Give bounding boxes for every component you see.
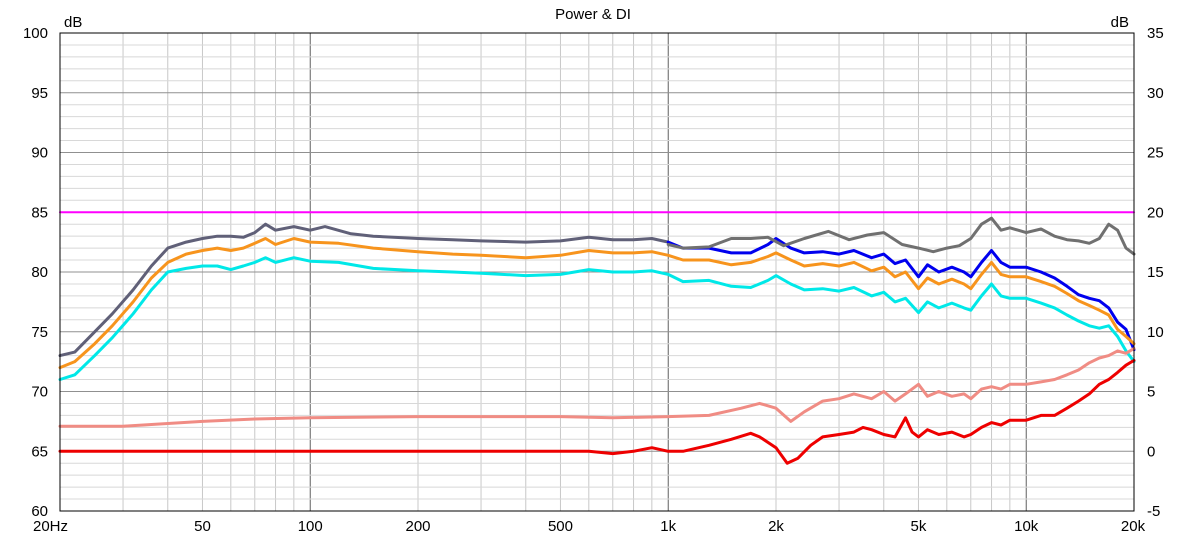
y-tick-right-5: 5	[1147, 384, 1155, 401]
y-tick-left-95: 95	[31, 85, 48, 102]
series-line-7	[58, 358, 1136, 465]
y-tick-left-85: 85	[31, 204, 48, 221]
right-axis-ticks: -5 0 5 10 15 20 25 30 35	[1147, 25, 1164, 520]
left-axis-unit: dB	[64, 14, 82, 31]
series-line-5	[58, 256, 1136, 381]
x-tick-5k: 5k	[911, 518, 927, 535]
chart-title: Power & DI	[555, 6, 631, 23]
x-tick-2k: 2k	[768, 518, 784, 535]
x-axis-ticks: 20Hz 50 100 200 500 1k 2k 5k 10k 20k	[33, 518, 1146, 535]
series-line-3	[666, 216, 1136, 256]
grid	[59, 32, 1135, 512]
x-tick-20k: 20k	[1121, 518, 1146, 535]
series-line-1	[58, 222, 670, 358]
y-tick-right-10: 10	[1147, 324, 1164, 341]
y-tick-left-80: 80	[31, 264, 48, 281]
x-tick-200: 200	[405, 518, 430, 535]
y-tick-right-25: 25	[1147, 145, 1164, 162]
series-group	[58, 211, 1136, 465]
x-tick-1k: 1k	[660, 518, 676, 535]
x-tick-10k: 10k	[1014, 518, 1039, 535]
y-tick-left-70: 70	[31, 384, 48, 401]
plot-frame	[59, 32, 1135, 512]
series-line-4	[58, 237, 1136, 370]
right-axis-unit: dB	[1111, 14, 1129, 31]
y-tick-left-90: 90	[31, 145, 48, 162]
y-tick-right-0: 0	[1147, 443, 1155, 460]
series-line-6	[58, 347, 1136, 428]
y-tick-right-35: 35	[1147, 25, 1164, 42]
y-tick-left-60: 60	[31, 503, 48, 520]
y-tick-right-20: 20	[1147, 204, 1164, 221]
x-tick-100: 100	[298, 518, 323, 535]
x-tick-50: 50	[194, 518, 211, 535]
y-tick-left-65: 65	[31, 443, 48, 460]
x-tick-20Hz: 20Hz	[33, 518, 68, 535]
y-tick-left-75: 75	[31, 324, 48, 341]
y-tick-right-30: 30	[1147, 85, 1164, 102]
x-tick-500: 500	[548, 518, 573, 535]
y-tick-right--5: -5	[1147, 503, 1160, 520]
y-tick-left-100: 100	[23, 25, 48, 42]
series-line-2	[666, 237, 1136, 352]
left-axis-ticks: 60 65 70 75 80 85 90 95 100	[23, 25, 48, 520]
y-tick-right-15: 15	[1147, 264, 1164, 281]
